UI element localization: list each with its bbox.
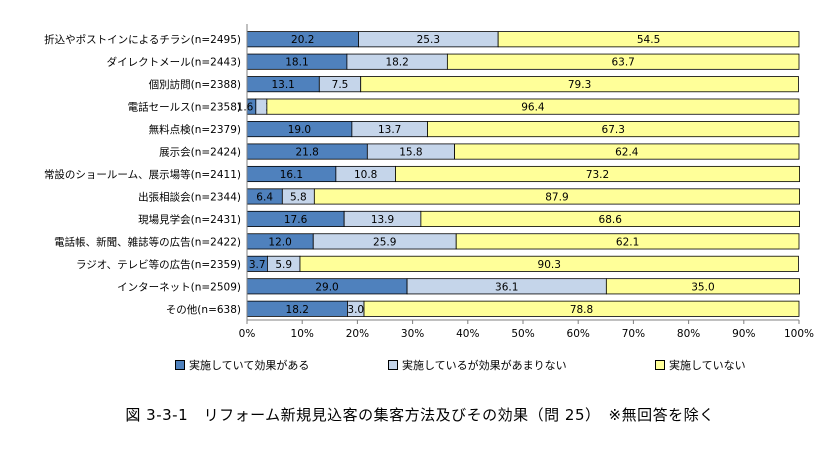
data-label: 18.1 — [285, 57, 308, 69]
bar-segment — [454, 143, 800, 160]
figure-caption: 図 3-3-1 リフォーム新規見込客の集客方法及びその効果（問 25） ※無回答… — [0, 404, 840, 425]
stacked-bar-chart: 折込やポストインによるチラシ(n=2495) 20.2 25.3 54.5 ダイレクトメ… — [44, 24, 814, 340]
bar-segment — [360, 76, 799, 93]
data-label: 5.9 — [275, 259, 292, 271]
bar-segment — [455, 233, 800, 250]
data-label: 6.4 — [256, 191, 273, 203]
x-tick-label: 80% — [677, 328, 700, 340]
data-label: 62.4 — [615, 147, 639, 159]
data-label: 13.7 — [378, 124, 401, 136]
legend-label-effective: 実施していて効果がある — [189, 359, 310, 372]
x-tick-label: 90% — [732, 328, 755, 340]
data-label: 78.8 — [570, 304, 593, 316]
data-label: 73.2 — [586, 169, 609, 181]
legend-swatch-not-implemented — [655, 360, 665, 370]
figure-caption-text: 図 3-3-1 リフォーム新規見込客の集客方法及びその効果（問 25） ※無回答… — [125, 406, 715, 424]
data-label: 1.6 — [237, 102, 254, 114]
data-label: 29.0 — [315, 281, 338, 293]
bar-segment — [497, 31, 800, 48]
data-label: 79.3 — [568, 79, 591, 91]
data-label: 63.7 — [611, 57, 634, 69]
legend-label-not-implemented: 実施していない — [669, 359, 746, 372]
x-tick-label: 70% — [622, 328, 645, 340]
legend-swatch-effective — [175, 360, 185, 370]
data-label: 16.1 — [280, 169, 303, 181]
data-label: 96.4 — [521, 102, 545, 114]
category-label: 無料点検(n=2379) — [149, 123, 241, 136]
bar-segment — [299, 255, 799, 272]
x-tick-label: 60% — [567, 328, 590, 340]
category-label: 展示会(n=2424) — [159, 146, 241, 159]
bar-segment — [420, 210, 800, 227]
legend-item-not-effective: 実施しているが効果があまりない — [388, 357, 567, 373]
data-label: 35.0 — [691, 281, 714, 293]
bar-segment — [605, 278, 800, 295]
bar-segment — [446, 53, 800, 70]
data-label: 17.6 — [284, 214, 308, 226]
category-label: 電話セールス(n=2358) — [128, 101, 241, 114]
data-label: 7.5 — [332, 79, 349, 91]
legend-item-effective: 実施していて効果がある — [175, 357, 309, 373]
bar-segment — [395, 165, 800, 183]
data-label: 90.3 — [538, 259, 561, 271]
x-tick-label: 10% — [291, 328, 314, 340]
x-tick-label: 50% — [511, 328, 534, 340]
x-tick-label: 20% — [346, 328, 369, 340]
data-label: 12.0 — [268, 236, 291, 248]
legend-label-not-effective: 実施しているが効果があまりない — [402, 359, 567, 372]
bar-segment — [427, 121, 800, 138]
bar-segment — [266, 98, 800, 115]
data-label: 20.2 — [291, 34, 314, 46]
data-label: 10.8 — [354, 169, 377, 181]
category-label: ダイレクトメール(n=2443) — [107, 56, 241, 69]
category-label: ラジオ、テレビ等の広告(n=2359) — [76, 258, 241, 271]
bar-segment — [363, 300, 800, 317]
data-label: 18.2 — [286, 304, 309, 316]
data-label: 13.9 — [371, 214, 394, 226]
chart-legend: 実施していて効果がある 実施しているが効果があまりない 実施していない — [0, 357, 840, 377]
category-label: 折込やポストインによるチラシ(n=2495) — [44, 33, 241, 46]
data-label: 21.8 — [295, 147, 318, 159]
x-tick-label: 40% — [456, 328, 479, 340]
data-label: 13.1 — [271, 79, 294, 91]
data-label: 87.9 — [545, 191, 568, 203]
category-label: 出張相談会(n=2344) — [138, 190, 241, 203]
category-label: 電話帳、新聞、雑誌等の広告(n=2422) — [54, 235, 241, 248]
legend-item-not-implemented: 実施していない — [655, 357, 746, 373]
data-label: 15.8 — [399, 147, 422, 159]
x-tick-label: 0% — [239, 328, 256, 340]
data-label: 36.1 — [495, 281, 518, 293]
data-label: 62.1 — [616, 236, 639, 248]
data-label: 67.3 — [602, 124, 625, 136]
legend-swatch-not-effective — [388, 360, 398, 370]
data-label: 5.8 — [290, 191, 307, 203]
x-tick-label: 30% — [401, 328, 424, 340]
data-label: 3.0 — [347, 304, 364, 316]
x-tick-label: 100% — [784, 328, 814, 340]
category-label: インターネット(n=2509) — [117, 281, 241, 293]
category-label: 個別訪問(n=2388) — [149, 78, 241, 91]
bar-segment — [313, 188, 800, 205]
category-label: 現場見学会(n=2431) — [138, 213, 241, 226]
data-label: 3.7 — [249, 259, 266, 271]
data-label: 19.0 — [288, 124, 311, 136]
data-label: 25.9 — [373, 236, 396, 248]
data-label: 68.6 — [599, 214, 623, 226]
data-label: 18.2 — [385, 57, 408, 69]
category-label: 常設のショールーム、展示場等(n=2411) — [44, 168, 241, 181]
category-label: その他(n=638) — [166, 303, 241, 316]
data-label: 54.5 — [637, 34, 660, 46]
data-label: 25.3 — [417, 34, 440, 46]
